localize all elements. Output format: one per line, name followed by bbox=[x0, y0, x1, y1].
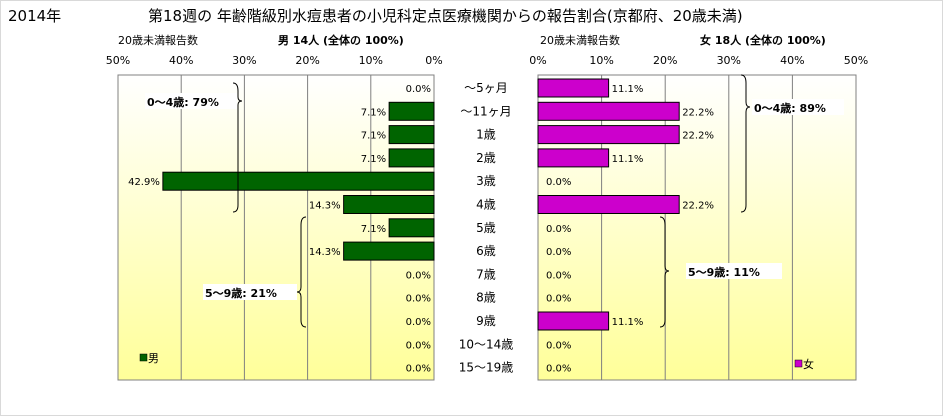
legend-female-label: 女 bbox=[803, 357, 814, 371]
female-bar bbox=[537, 195, 680, 214]
female-value-label: 0.0% bbox=[546, 294, 571, 305]
category-label: 3歳 bbox=[476, 174, 496, 188]
male-value-label: 0.0% bbox=[406, 364, 431, 375]
legend-male-swatch bbox=[139, 353, 148, 362]
year-label: 2014年 bbox=[8, 7, 61, 25]
category-label: 15〜19歳 bbox=[459, 361, 514, 375]
grid-lines bbox=[180, 75, 793, 380]
chart-title: 第18週の 年齢階級別水痘患者の小児科定点医療機関からの報告割合(京都府、20歳… bbox=[148, 7, 743, 25]
male-value-label: 0.0% bbox=[406, 84, 431, 95]
female-value-label: 11.1% bbox=[612, 317, 644, 328]
male-value-label: 7.1% bbox=[361, 107, 386, 118]
right-tick-label: 10% bbox=[589, 54, 613, 67]
female-value-label: 0.0% bbox=[546, 270, 571, 281]
right-tick-label: 0% bbox=[529, 54, 546, 67]
male-value-label: 0.0% bbox=[406, 294, 431, 305]
left-tick-label: 30% bbox=[232, 54, 256, 67]
female-value-label: 22.2% bbox=[682, 131, 714, 142]
left-bracket-5-9-box bbox=[203, 284, 297, 300]
right-tick-label: 20% bbox=[653, 54, 677, 67]
left-tick-label: 50% bbox=[106, 54, 130, 67]
male-bar bbox=[388, 148, 435, 168]
female-bar bbox=[537, 125, 680, 145]
right-bracket-0-4 bbox=[740, 74, 751, 213]
male-value-label: 14.3% bbox=[309, 247, 341, 258]
left-tick-label: 10% bbox=[359, 54, 383, 67]
right-bracket-0-4-label: 0〜4歳: 89% bbox=[754, 101, 826, 115]
male-bar bbox=[388, 125, 435, 145]
data-labels: 0.0% 11.1% 7.1% 22.2% 7.1% 22.2% 7.1% 11.1% 42.9… bbox=[128, 84, 714, 375]
category-label: 10〜14歳 bbox=[459, 337, 514, 351]
right-subtitle-total: 女 18人 (全体の 100%) bbox=[700, 33, 826, 47]
category-label: 8歳 bbox=[476, 291, 496, 305]
female-bar bbox=[537, 101, 680, 121]
female-value-label: 0.0% bbox=[546, 224, 571, 235]
female-bar bbox=[537, 78, 610, 98]
male-value-label: 0.0% bbox=[406, 317, 431, 328]
legend-female-swatch bbox=[794, 359, 803, 368]
female-value-label: 11.1% bbox=[612, 84, 644, 95]
bars bbox=[162, 78, 680, 331]
male-value-label: 7.1% bbox=[361, 224, 386, 235]
right-bracket-5-9-box bbox=[686, 263, 782, 279]
left-plot-area bbox=[117, 74, 435, 381]
male-value-label: 14.3% bbox=[309, 201, 341, 212]
female-value-label: 22.2% bbox=[682, 201, 714, 212]
male-value-label: 0.0% bbox=[406, 340, 431, 351]
category-label: 5歳 bbox=[476, 221, 496, 235]
female-value-label: 0.0% bbox=[546, 177, 571, 188]
male-value-label: 0.0% bbox=[406, 270, 431, 281]
female-value-label: 22.2% bbox=[682, 107, 714, 118]
axis-ticks: 0% 0% 10% 10% 20% 20% 30% 30% 40% 40% 50% 50% bbox=[106, 54, 868, 67]
category-label: 〜5ヶ月 bbox=[464, 81, 508, 95]
category-label: 4歳 bbox=[476, 198, 496, 212]
left-subtitle-count: 20歳未満報告数 bbox=[118, 34, 198, 47]
female-value-label: 0.0% bbox=[546, 340, 571, 351]
category-label: 9歳 bbox=[476, 314, 496, 328]
female-value-label: 0.0% bbox=[546, 364, 571, 375]
left-bracket-5-9-label: 5〜9歳: 21% bbox=[205, 286, 277, 300]
left-tick-label: 20% bbox=[295, 54, 319, 67]
male-bar bbox=[388, 101, 435, 121]
category-label: 6歳 bbox=[476, 244, 496, 258]
female-value-label: 11.1% bbox=[612, 154, 644, 165]
legend-male-label: 男 bbox=[148, 352, 159, 365]
female-value-label: 0.0% bbox=[546, 247, 571, 258]
category-label: 〜11ヶ月 bbox=[460, 104, 511, 118]
right-subtitle-count: 20歳未満報告数 bbox=[540, 34, 620, 47]
right-tick-label: 40% bbox=[780, 54, 804, 67]
category-label: 7歳 bbox=[476, 267, 496, 281]
left-bracket-0-4-label: 0〜4歳: 79% bbox=[147, 95, 219, 109]
left-tick-label: 0% bbox=[425, 54, 442, 67]
category-labels: 〜5ヶ月〜11ヶ月 1歳 2歳 3歳 4歳 5歳 6歳 7歳 8歳 9歳 10〜14歳 15〜19歳 bbox=[459, 81, 514, 375]
left-bracket-0-4 bbox=[232, 82, 243, 213]
right-tick-label: 30% bbox=[717, 54, 741, 67]
female-bar bbox=[537, 148, 610, 168]
right-bracket-5-9 bbox=[659, 216, 670, 328]
right-tick-label: 50% bbox=[844, 54, 868, 67]
right-bracket-5-9-label: 5〜9歳: 11% bbox=[688, 265, 760, 279]
male-value-label: 7.1% bbox=[361, 131, 386, 142]
left-subtitle-total: 男 14人 (全体の 100%) bbox=[278, 33, 404, 47]
category-label: 1歳 bbox=[476, 128, 496, 142]
female-bar bbox=[537, 311, 610, 331]
male-bar bbox=[343, 195, 435, 214]
male-bar bbox=[343, 241, 435, 261]
left-tick-label: 40% bbox=[169, 54, 193, 67]
category-label: 2歳 bbox=[476, 151, 496, 165]
right-bracket-0-4-box bbox=[752, 99, 844, 115]
left-bracket-0-4-box bbox=[145, 93, 237, 109]
male-bar bbox=[162, 171, 435, 191]
male-value-label: 7.1% bbox=[361, 154, 386, 165]
male-value-label: 42.9% bbox=[128, 177, 160, 188]
male-bar bbox=[388, 218, 435, 238]
